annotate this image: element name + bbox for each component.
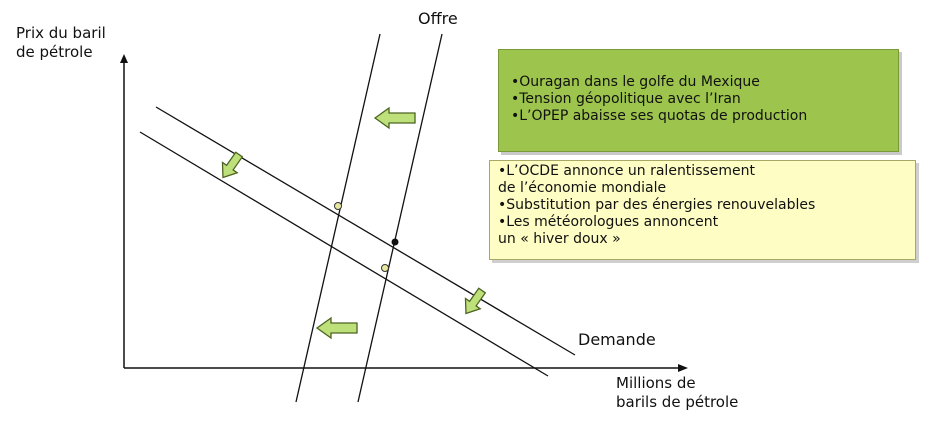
- demand-factor-item: •Les météorologues annoncent: [498, 214, 719, 230]
- equilibrium-point-initial: [391, 238, 399, 246]
- y-axis-label-line1: Prix du baril: [16, 24, 106, 42]
- supply-shift-arrow-bottom: [315, 316, 358, 340]
- supply-factor-item: •Tension géopolitique avec l’Iran: [511, 91, 741, 107]
- supply-curve-original: [357, 33, 443, 403]
- demand-shift-arrow-top: [221, 151, 244, 179]
- supply-curve-label: Offre: [418, 9, 458, 28]
- equilibrium-point-supply-shift: [334, 202, 342, 210]
- demand-shift-arrow-bottom: [464, 287, 487, 315]
- y-axis-arrowhead: [120, 54, 128, 63]
- demand-factor-item: un « hiver doux »: [498, 231, 621, 247]
- supply-factors-box: •Ouragan dans le golfe du Mexique •Tensi…: [498, 49, 899, 152]
- y-axis-label-line2: de pétrole: [16, 43, 93, 61]
- demand-factor-item: de l’économie mondiale: [498, 180, 667, 196]
- demand-curve-shifted: [139, 131, 549, 377]
- x-axis-label-line1: Millions de: [616, 374, 696, 392]
- supply-curve-shifted: [295, 33, 381, 403]
- demand-curve-label: Demande: [578, 330, 656, 349]
- supply-shift-arrow-top: [373, 106, 416, 130]
- x-axis-label-line2: barils de pétrole: [616, 393, 739, 411]
- demand-factor-item: •L’OCDE annonce un ralentissement: [498, 163, 756, 179]
- supply-factor-item: •Ouragan dans le golfe du Mexique: [511, 74, 760, 90]
- demand-curve-original: [155, 106, 576, 356]
- equilibrium-point-demand-shift: [381, 264, 389, 272]
- supply-factor-item: •L’OPEP abaisse ses quotas de production: [511, 108, 808, 124]
- demand-factors-box: •L’OCDE annonce un ralentissement de l’é…: [489, 160, 916, 260]
- x-axis-arrowhead: [678, 364, 688, 372]
- demand-factor-item: •Substitution par des énergies renouvela…: [498, 197, 816, 213]
